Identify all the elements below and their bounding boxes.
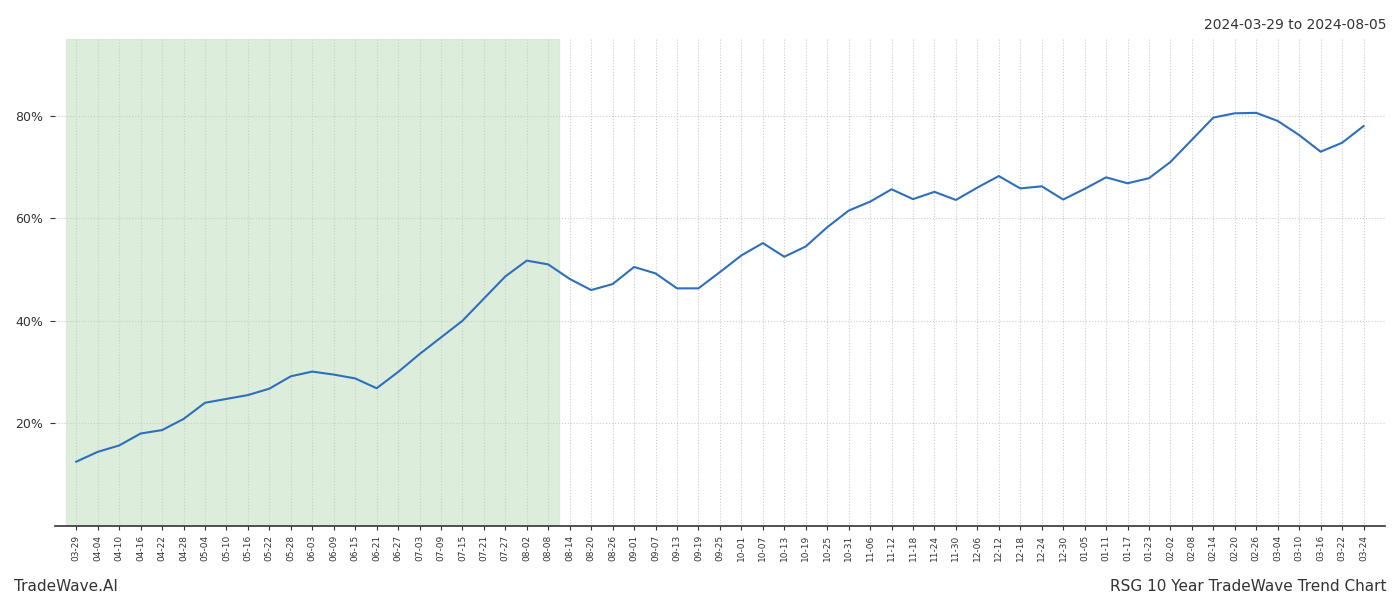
Text: RSG 10 Year TradeWave Trend Chart: RSG 10 Year TradeWave Trend Chart: [1109, 579, 1386, 594]
Bar: [66, 39, 559, 526]
Text: TradeWave.AI: TradeWave.AI: [14, 579, 118, 594]
Text: 2024-03-29 to 2024-08-05: 2024-03-29 to 2024-08-05: [1204, 18, 1386, 32]
